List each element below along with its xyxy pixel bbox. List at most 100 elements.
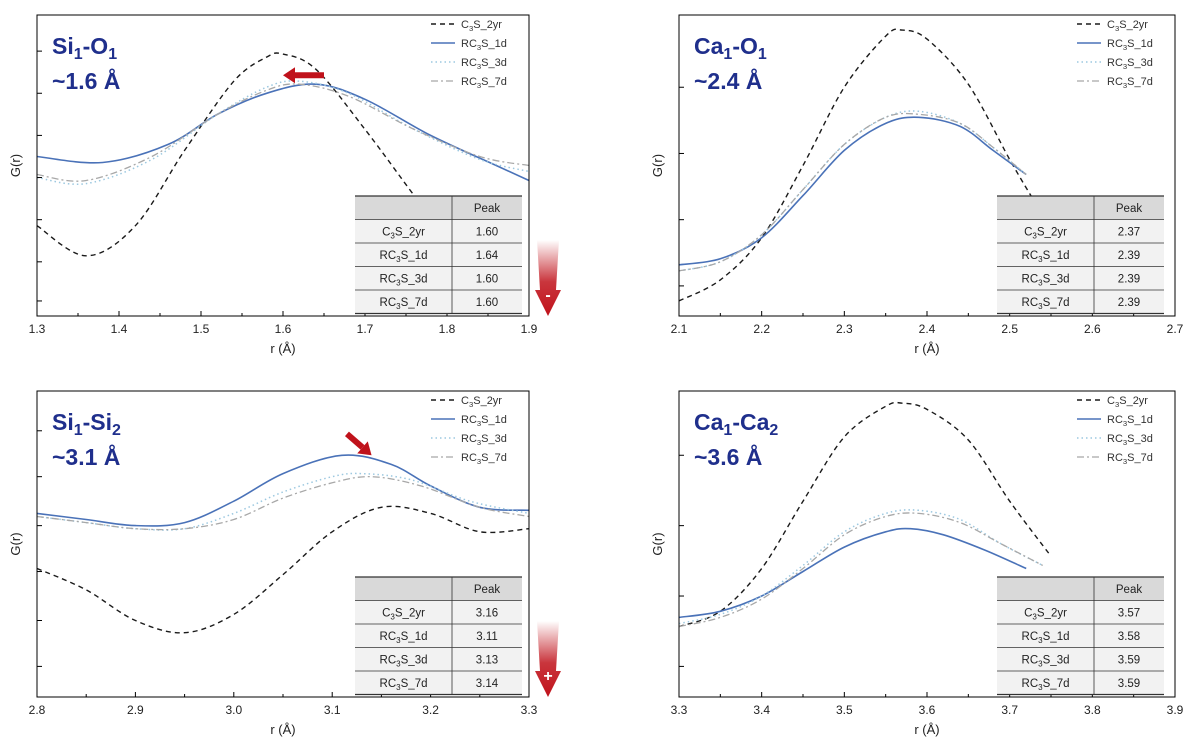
table-cell-sample: C3S_2yr	[1024, 608, 1067, 622]
series-line-rc3s-7d	[37, 83, 529, 182]
peak-table: Peak C3S_2yr 1.60 RC3S_1d 1.64 RC3S_3d 1.60 RC3…	[355, 195, 522, 315]
panel-title-distance: ~2.4 Å	[694, 67, 762, 94]
x-tick-label: 2.7	[1167, 322, 1184, 336]
table-cell-peak: 3.11	[476, 631, 498, 643]
series-line-rc3s-3d	[679, 509, 1044, 625]
table-cell-sample: RC3S_7d	[380, 678, 428, 692]
x-tick-label: 2.2	[753, 322, 770, 336]
table-cell-sample: RC3S_1d	[1022, 631, 1070, 645]
panel-title-pair: Ca1-Ca2	[694, 409, 778, 439]
y-axis-label: G(r)	[8, 154, 23, 177]
peak-shift-arrow-head	[283, 67, 295, 84]
x-tick-label: 1.6	[275, 322, 292, 336]
series-line-rc3s-1d	[679, 527, 1027, 619]
table-cell-sample: RC3S_7d	[1022, 678, 1070, 692]
x-tick-label: 2.3	[836, 322, 853, 336]
x-tick-label: 1.4	[111, 322, 128, 336]
legend-entry: RC3S_7d	[1107, 452, 1153, 466]
x-tick-label: 2.5	[1001, 322, 1018, 336]
table-cell-sample: RC3S_1d	[380, 631, 428, 645]
legend-entry: RC3S_3d	[461, 57, 507, 71]
x-axis-label: r (Å)	[914, 341, 939, 356]
x-tick-label: 2.1	[671, 322, 688, 336]
table-cell-sample: RC3S_3d	[380, 274, 428, 288]
table-cell-sample: RC3S_7d	[1022, 297, 1070, 311]
legend-entry: RC3S_3d	[461, 433, 507, 447]
legend: C3S_2yr RC3S_1d RC3S_3d RC3S_7d	[431, 19, 507, 90]
legend-entry: C3S_2yr	[1107, 19, 1148, 33]
legend-entry: RC3S_3d	[1107, 57, 1153, 71]
table-cell-sample: RC3S_3d	[380, 655, 428, 669]
peak-table: Peak C3S_2yr 3.57 RC3S_1d 3.58 RC3S_3d 3.59 RC3…	[997, 576, 1164, 696]
table-header-peak: Peak	[1116, 203, 1142, 215]
series-line-rc3s-1d	[37, 454, 529, 527]
table-cell-peak: 1.60	[476, 227, 498, 239]
table-cell-sample: RC3S_7d	[380, 297, 428, 311]
series-line-c3s-2yr	[679, 28, 1036, 302]
peak-table: Peak C3S_2yr 2.37 RC3S_1d 2.39 RC3S_3d 2.39 RC3…	[997, 195, 1164, 315]
series-line-rc3s-7d	[37, 476, 529, 531]
panel-title-distance: ~3.6 Å	[694, 443, 762, 470]
x-tick-label: 2.8	[29, 703, 46, 717]
table-row	[355, 600, 522, 624]
table-header-row	[355, 196, 522, 220]
x-tick-label: 1.5	[193, 322, 210, 336]
table-header-peak: Peak	[474, 203, 500, 215]
panel-title-pair: Si1-O1	[52, 33, 117, 63]
table-header-row	[997, 196, 1164, 220]
chart-panel-2: 2.1 2.2 2.3 2.4 2.5 2.6 2.7 r (Å) G(r) Ca1-O1 ~2.4…	[650, 14, 1184, 356]
x-tick-label: 3.3	[671, 703, 688, 717]
series-line-rc3s-7d	[679, 512, 1043, 628]
table-cell-sample: C3S_2yr	[1024, 227, 1067, 241]
x-tick-label: 1.8	[439, 322, 456, 336]
peak-shift-arrow	[283, 67, 324, 84]
table-row	[355, 290, 522, 314]
table-cell-peak: 1.64	[476, 250, 499, 262]
series-group	[679, 401, 1052, 628]
table-row	[355, 624, 522, 648]
legend-entry: RC3S_7d	[461, 452, 507, 466]
table-cell-peak: 3.58	[1118, 631, 1140, 643]
table-cell-peak: 3.16	[476, 608, 498, 620]
table-cell-peak: 3.13	[476, 655, 498, 667]
table-cell-peak: 2.37	[1118, 227, 1140, 239]
series-group	[679, 28, 1036, 302]
peak-shift-arrow	[344, 431, 372, 456]
table-cell-peak: 2.39	[1118, 274, 1140, 286]
table-cell-peak: 3.59	[1118, 678, 1140, 690]
x-tick-label: 3.2	[422, 703, 439, 717]
x-tick-label: 2.9	[127, 703, 144, 717]
legend-entry: C3S_2yr	[1107, 395, 1148, 409]
series-line-c3s-2yr	[679, 401, 1052, 628]
table-cell-peak: 1.60	[476, 274, 498, 286]
series-line-c3s-2yr	[37, 505, 529, 634]
x-tick-label: 3.4	[753, 703, 770, 717]
table-cell-sample: C3S_2yr	[382, 227, 425, 241]
table-cell-peak: 3.59	[1118, 655, 1140, 667]
table-row	[997, 671, 1164, 695]
x-tick-label: 3.5	[836, 703, 853, 717]
table-row	[355, 243, 522, 267]
series-line-rc3s-3d	[37, 80, 529, 185]
chart-panel-4: 3.3 3.4 3.5 3.6 3.7 3.8 3.9 r (Å) G(r) Ca1-Ca2 ~3.…	[650, 390, 1184, 737]
x-tick-label: 3.6	[919, 703, 936, 717]
table-header-peak: Peak	[1116, 584, 1142, 596]
table-header-row	[997, 577, 1164, 601]
table-cell-peak: 1.60	[476, 297, 498, 309]
x-tick-label: 1.3	[29, 322, 46, 336]
table-row	[355, 671, 522, 695]
legend: C3S_2yr RC3S_1d RC3S_3d RC3S_7d	[431, 395, 507, 466]
legend-entry: RC3S_1d	[1107, 414, 1153, 428]
table-cell-sample: RC3S_3d	[1022, 274, 1070, 288]
table-cell-peak: 3.14	[476, 678, 499, 690]
table-row	[997, 266, 1164, 290]
x-axis-label: r (Å)	[270, 341, 295, 356]
table-row	[355, 266, 522, 290]
panel-title-distance: ~3.1 Å	[52, 443, 120, 470]
x-tick-label: 3.3	[521, 703, 538, 717]
table-row	[997, 290, 1164, 314]
chart-panel-3: 2.8 2.9 3.0 3.1 3.2 3.3 r (Å) G(r) Si1-Si2 ~3.1 Å…	[8, 390, 561, 737]
table-cell-sample: RC3S_1d	[1022, 250, 1070, 264]
table-cell-sample: RC3S_1d	[380, 250, 428, 264]
table-row	[355, 219, 522, 243]
